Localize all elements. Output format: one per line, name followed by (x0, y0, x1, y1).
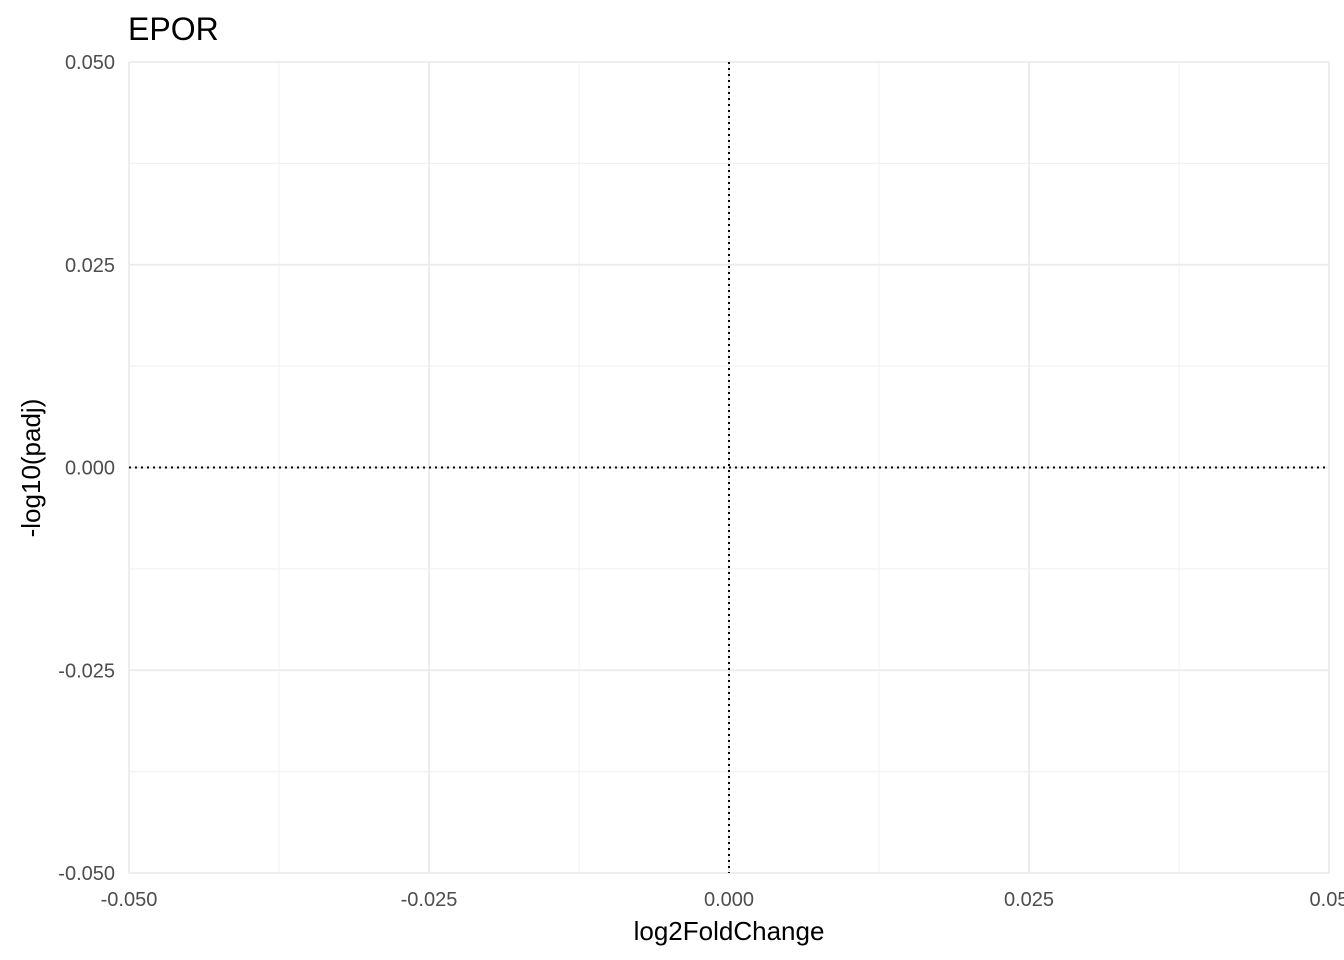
x-tick-label: 0.000 (704, 889, 754, 911)
reference-lines (129, 62, 1329, 873)
y-axis-title: -log10(padj) (16, 399, 46, 538)
y-tick-label: 0.000 (65, 458, 115, 480)
x-tick-label: -0.050 (101, 889, 158, 911)
y-tick-label: 0.025 (65, 255, 115, 277)
x-tick-label: -0.025 (401, 889, 458, 911)
y-tick-label: -0.050 (58, 863, 115, 885)
y-axis-ticks: -0.050 -0.025 0.000 0.025 0.050 (58, 52, 115, 885)
chart-title: EPOR (128, 11, 219, 47)
x-axis-ticks: -0.050 -0.025 0.000 0.025 0.05 (101, 889, 1344, 911)
y-tick-label: -0.025 (58, 660, 115, 682)
y-tick-label: 0.050 (65, 52, 115, 74)
x-tick-label: 0.025 (1004, 889, 1054, 911)
x-tick-label: 0.05 (1310, 889, 1344, 911)
x-axis-title: log2FoldChange (634, 916, 825, 946)
